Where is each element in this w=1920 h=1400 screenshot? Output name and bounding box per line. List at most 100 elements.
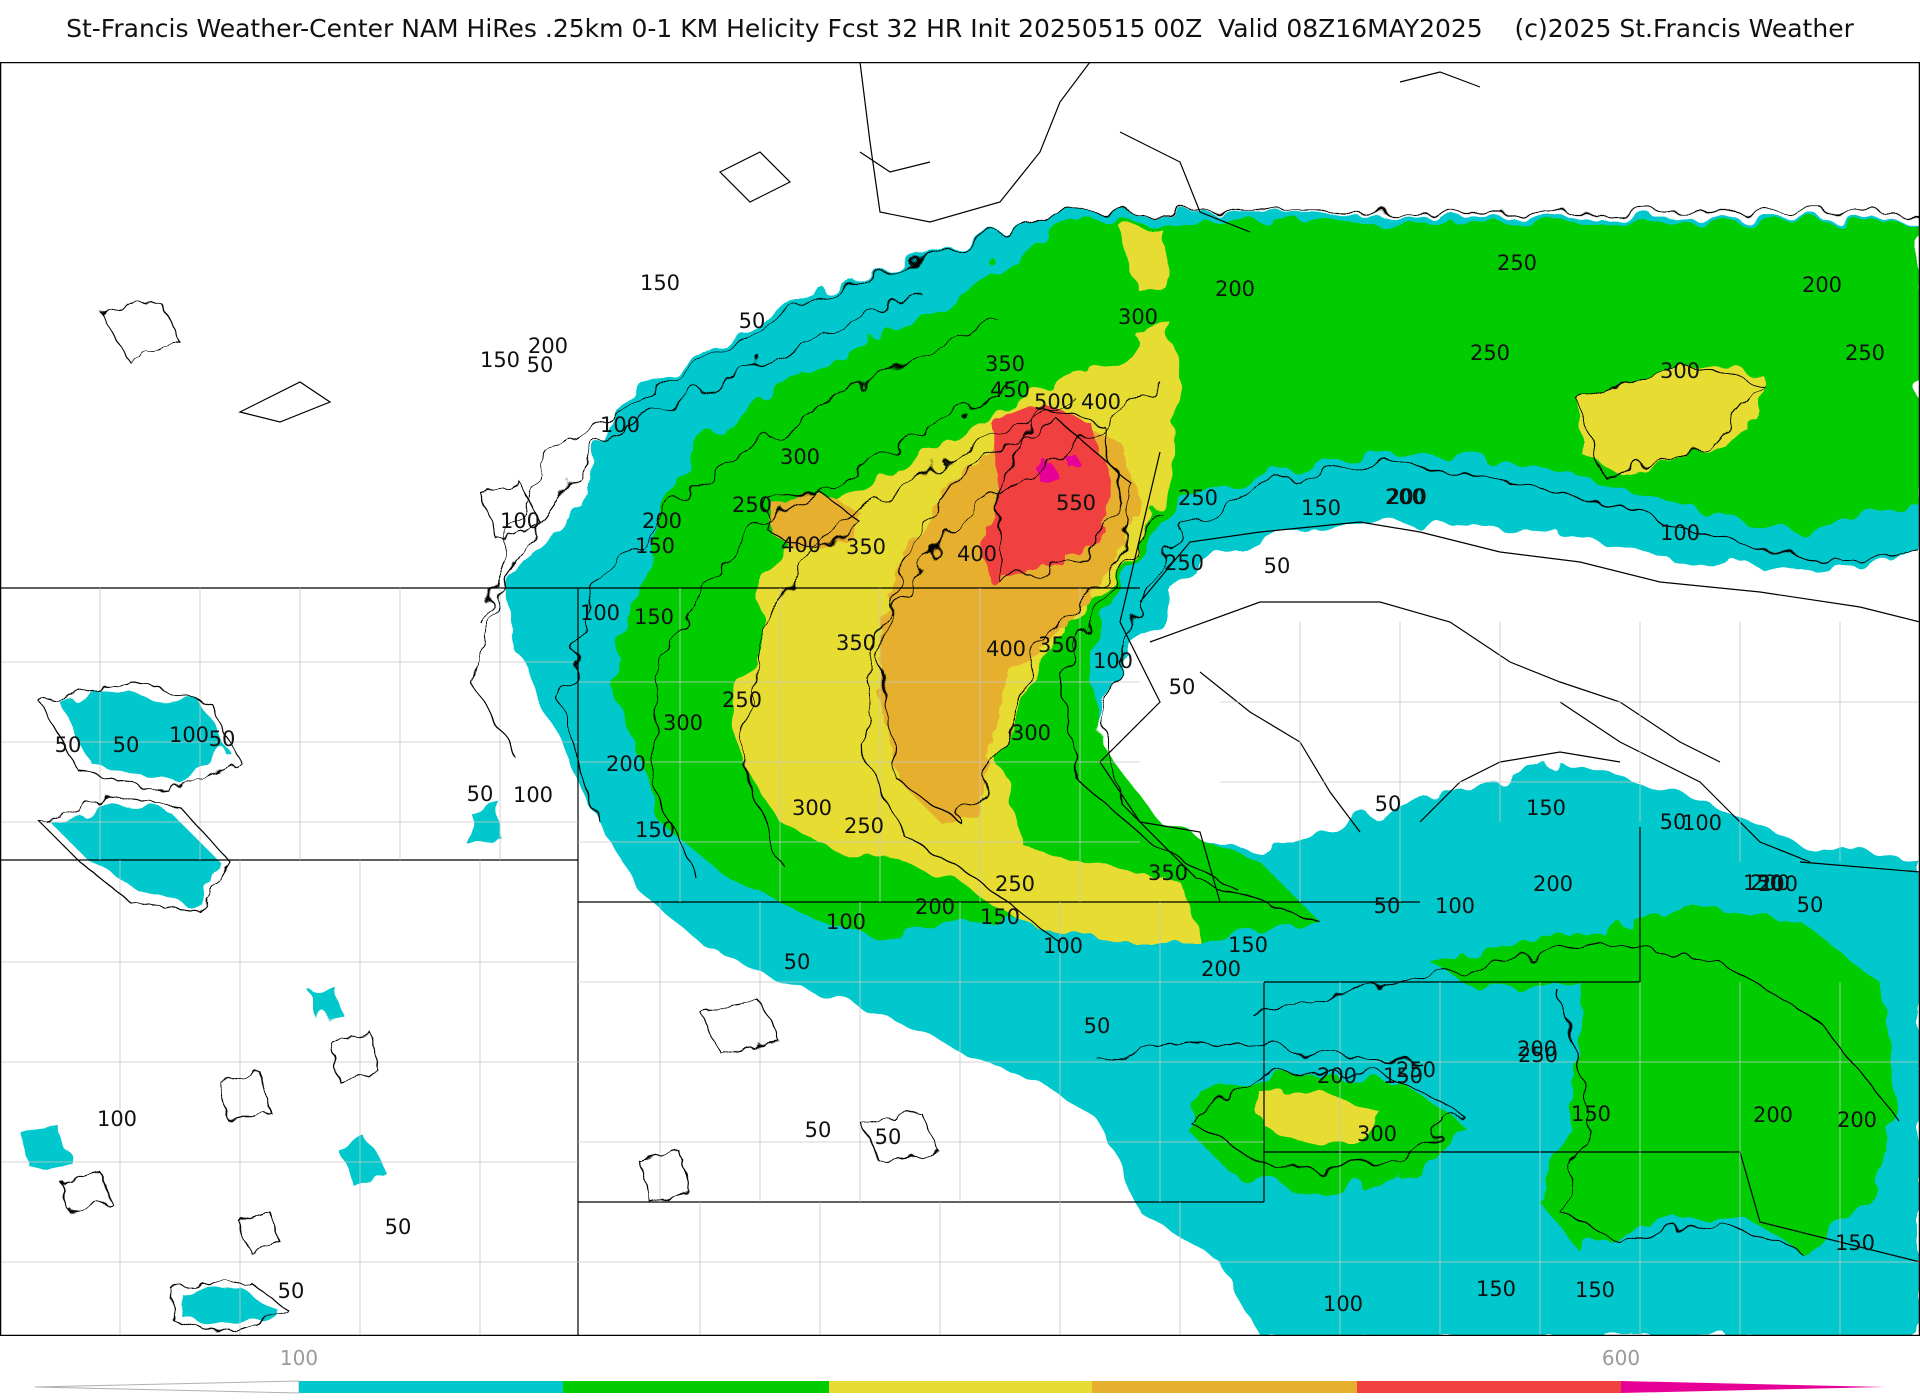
colorbar-segment-500	[1357, 1381, 1621, 1393]
contour-label: 100	[513, 783, 553, 807]
field-50-west-f	[310, 987, 340, 1017]
contour-label: 50	[784, 950, 811, 974]
contour-label: 50	[527, 353, 554, 377]
contour-label: 50	[113, 733, 140, 757]
contour-label: 50	[55, 733, 82, 757]
contour-label: 100	[600, 413, 640, 437]
contour-label: 250	[1396, 1058, 1436, 1082]
contour-label: 50	[739, 309, 766, 333]
contour-label: 150	[1526, 796, 1566, 820]
contour-label: 150	[1835, 1231, 1875, 1255]
contour-label: 350	[985, 352, 1025, 376]
contour-label: 200	[1201, 957, 1241, 981]
colorbar-segment-400	[1092, 1381, 1357, 1393]
contour-label: 250	[722, 688, 762, 712]
field-150-se	[1540, 902, 1900, 1252]
contour-label: 300	[1011, 721, 1051, 745]
contour-label: 400	[986, 637, 1026, 661]
contour-label: 50	[1169, 675, 1196, 699]
contour-label: 200	[1317, 1064, 1357, 1088]
contour-label: 150	[1476, 1277, 1516, 1301]
helicity-contours	[38, 211, 1920, 1333]
contour-label: 50	[1264, 554, 1291, 578]
colorbar-tick-100: 100	[280, 1346, 318, 1370]
contour-label: 250	[844, 814, 884, 838]
map-title: St-Francis Weather-Center NAM HiRes .25k…	[66, 14, 1854, 43]
contour-label: 150	[1571, 1102, 1611, 1126]
contour-label: 50	[875, 1125, 902, 1149]
contour-label: 50	[467, 782, 494, 806]
contour-label: 50	[805, 1118, 832, 1142]
contour-label: 150	[1743, 871, 1783, 895]
contour-label: 150	[640, 271, 680, 295]
colorbar-low-triangle	[34, 1380, 300, 1394]
contour-label: 100	[1660, 521, 1700, 545]
contour-label: 100	[1323, 1292, 1363, 1316]
contour-label: 200	[1802, 273, 1842, 297]
contour-label: 200	[1837, 1108, 1877, 1132]
contour-label: 250	[1845, 341, 1885, 365]
colorbar-segment-300	[829, 1381, 1092, 1393]
contour-label: 100	[580, 601, 620, 625]
contour-label: 250	[1518, 1043, 1558, 1067]
contour-label: 150	[480, 348, 520, 372]
contour-label: 150	[1228, 933, 1268, 957]
contour-label: 350	[836, 631, 876, 655]
contour-label: 100	[97, 1107, 137, 1131]
contour-label: 50	[1660, 810, 1687, 834]
county-lines	[0, 588, 1920, 1336]
contour-label: 350	[846, 535, 886, 559]
contour-label: 200	[528, 334, 568, 358]
field-50-mid-a	[470, 802, 505, 852]
contour-label: 150	[1383, 1064, 1423, 1088]
contour-label: 50	[1084, 1014, 1111, 1038]
field-50-west-c	[180, 1287, 280, 1327]
contour-label: 300	[780, 445, 820, 469]
contour-label: 100	[1435, 894, 1475, 918]
contour-label: 100	[826, 910, 866, 934]
field-50-west-d	[340, 1142, 385, 1187]
contour-label: 200	[915, 895, 955, 919]
field-300-s	[1260, 1092, 1380, 1142]
contour-label: 50	[278, 1279, 305, 1303]
contour-label: 50	[1797, 893, 1824, 917]
contour-label: 250	[1164, 551, 1204, 575]
contour-label: 350	[1148, 861, 1188, 885]
contour-label: 350	[1038, 633, 1078, 657]
field-500	[980, 402, 1110, 582]
field-300-ne	[1580, 362, 1760, 472]
contour-label: 150	[635, 818, 675, 842]
contour-label: 50	[1374, 894, 1401, 918]
contour-label: 100	[1043, 934, 1083, 958]
field-300-top	[1120, 227, 1170, 292]
colorbar-high-triangle	[1621, 1381, 1885, 1393]
contour-label: 200	[1385, 485, 1425, 509]
contour-label: 200	[1750, 871, 1790, 895]
contour-label: 200	[1533, 872, 1573, 896]
contour-label: 100	[500, 509, 540, 533]
field-50-west-a	[60, 692, 230, 782]
contour-label: 150	[634, 605, 674, 629]
contour-label: 300	[663, 711, 703, 735]
contour-label: 200	[1517, 1037, 1557, 1061]
field-400-w	[770, 492, 860, 552]
contour-label: 200	[642, 509, 682, 533]
contour-label: 400	[957, 542, 997, 566]
contour-label: 300	[1357, 1122, 1397, 1146]
contour-label: 150	[635, 534, 675, 558]
contour-label: 50	[209, 727, 236, 751]
contour-label: 300	[1660, 359, 1700, 383]
contour-label: 100	[1093, 649, 1133, 673]
contour-label: 500	[1034, 390, 1074, 414]
contour-label: 550	[1056, 491, 1096, 515]
contour-label: 250	[1470, 341, 1510, 365]
contour-label: 50	[385, 1215, 412, 1239]
contour-label: 300	[792, 796, 832, 820]
contour-label: 400	[781, 533, 821, 557]
contour-label: 250	[1178, 486, 1218, 510]
contour-label: 300	[1118, 305, 1158, 329]
contour-label: 200	[1753, 1103, 1793, 1127]
field-150-e	[1430, 932, 1640, 992]
